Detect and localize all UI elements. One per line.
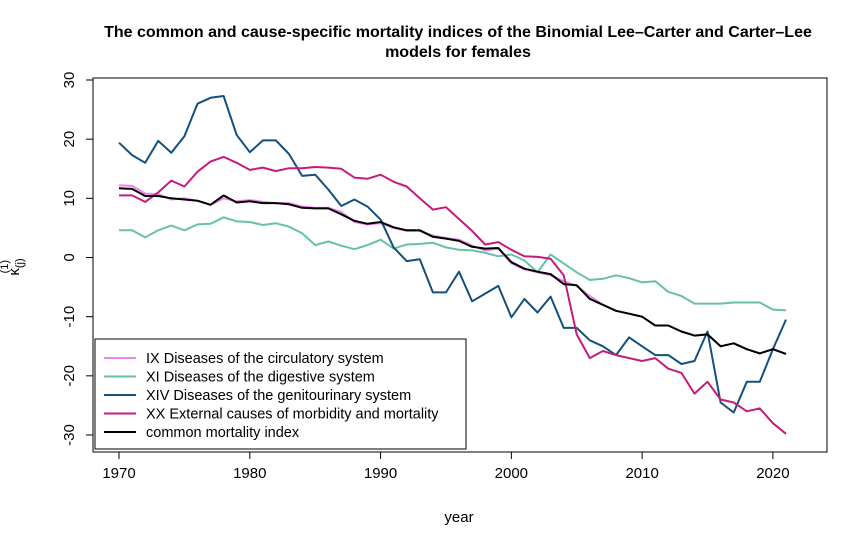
x-tick-label: 2020 — [756, 465, 789, 482]
y-axis: -30 -20 -10 0 10 20 30 — [61, 72, 94, 446]
legend-label: IX Diseases of the circulatory system — [146, 351, 384, 367]
legend-label: XIV Diseases of the genitourinary system — [146, 388, 411, 404]
legend-label: XI Diseases of the digestive system — [146, 370, 375, 386]
series-line-2 — [119, 216, 787, 312]
series-line-4 — [119, 155, 787, 435]
legend-label: common mortality index — [146, 425, 300, 441]
chart-title-line1: The common and cause-specific mortality … — [104, 24, 812, 41]
series-line-3 — [118, 95, 787, 414]
y-tick-label: 30 — [61, 72, 78, 89]
legend-items: IX Diseases of the circulatory system XI … — [104, 351, 439, 441]
x-tick-label: 1980 — [233, 465, 266, 482]
legend-label: XX External causes of morbidity and mort… — [146, 407, 439, 423]
y-tick-label: -20 — [61, 365, 78, 387]
series-line-5 — [118, 187, 787, 355]
x-tick-label: 2010 — [625, 465, 658, 482]
x-tick-label: 1990 — [364, 465, 397, 482]
y-tick-label: 20 — [61, 131, 78, 148]
svg-text:κ(j)(1): κ(j)(1) — [0, 258, 26, 275]
y-axis-label: κ(j)(1) — [0, 258, 26, 275]
y-tick-label: -30 — [61, 424, 78, 446]
x-axis: 1970 1980 1990 2000 2010 2020 — [102, 451, 790, 482]
y-tick-label: -10 — [61, 306, 78, 328]
legend-box — [94, 338, 467, 450]
y-tick-label: 0 — [61, 253, 78, 261]
legend: IX Diseases of the circulatory system XI … — [94, 338, 467, 450]
x-axis-label: year — [444, 509, 473, 526]
series-line-1 — [118, 184, 787, 355]
x-tick-label: 1970 — [102, 465, 135, 482]
y-tick-label: 10 — [61, 190, 78, 207]
x-tick-label: 2000 — [495, 465, 528, 482]
series-layer — [118, 95, 787, 435]
chart-title-line2: models for females — [385, 44, 531, 61]
